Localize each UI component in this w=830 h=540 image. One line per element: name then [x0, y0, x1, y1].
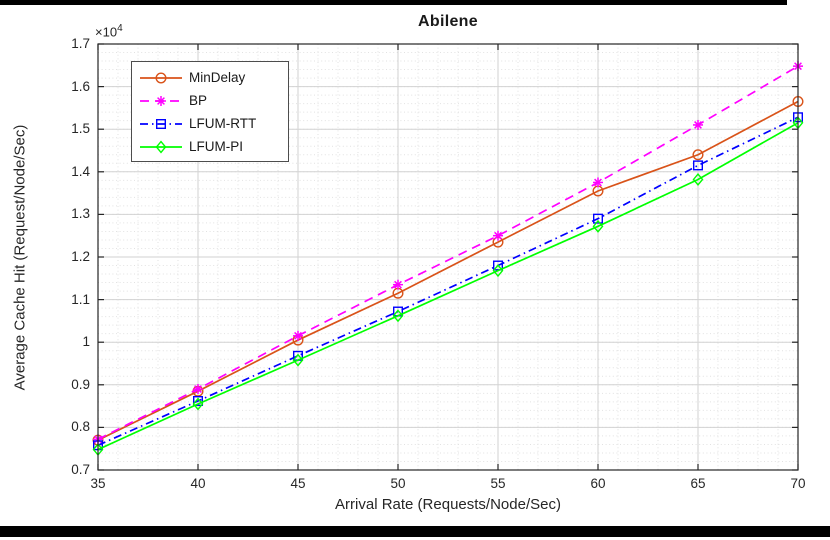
y-tick-label-1.3: 1.3 — [71, 206, 90, 222]
x-tick-label-45: 45 — [290, 476, 306, 491]
series-LFUM-RTT — [92, 112, 804, 451]
series-LFUM-PI — [92, 116, 804, 457]
legend-item-MinDelay: MinDelay — [132, 66, 288, 89]
y-tick-label-1.4: 1.4 — [71, 163, 90, 179]
legend-label-LFUM-RTT: LFUM-RTT — [189, 116, 257, 131]
window-top-edge — [0, 0, 787, 5]
legend-sample-circle-icon — [140, 71, 182, 84]
y-tick-label-1.5: 1.5 — [71, 121, 90, 137]
x-tick-label-70: 70 — [790, 476, 806, 491]
chart-title: Abilene — [418, 13, 478, 30]
x-tick-label-35: 35 — [90, 476, 106, 491]
y-tick-label-0.8: 0.8 — [71, 419, 90, 435]
legend-label-LFUM-PI: LFUM-PI — [189, 139, 243, 154]
x-tick-label-55: 55 — [490, 476, 506, 491]
y-axis-multiplier-base: ×10 — [95, 24, 118, 40]
x-tick-label-65: 65 — [690, 476, 706, 491]
legend-sample-asterisk-icon — [140, 95, 182, 106]
legend-item-BP: BP — [132, 89, 288, 112]
legend-item-LFUM-RTT: LFUM-RTT — [132, 112, 288, 135]
y-tick-label-1.1: 1.1 — [71, 291, 90, 307]
y-tick-label-0.7: 0.7 — [71, 462, 90, 477]
legend-label-BP: BP — [189, 93, 208, 108]
x-tick-label-60: 60 — [590, 476, 606, 491]
y-tick-label-1.7: 1.7 — [71, 36, 90, 51]
axis-ticks — [97, 43, 799, 471]
y-axis-multiplier: ×104 — [95, 23, 123, 39]
x-tick-label-50: 50 — [390, 476, 406, 491]
y-tick-label-1.6: 1.6 — [71, 78, 90, 94]
y-tick-label-1.2: 1.2 — [71, 249, 90, 264]
legend-sample-square-icon — [140, 118, 182, 129]
y-axis-multiplier-exponent: 4 — [117, 23, 123, 34]
legend: MinDelay BP LFUM-RTT LFUM-PI — [131, 61, 289, 162]
legend-sample-diamond-icon — [140, 140, 182, 153]
x-tick-label-40: 40 — [190, 476, 206, 491]
legend-label-MinDelay: MinDelay — [189, 70, 246, 85]
x-axis-label: Arrival Rate (Requests/Node/Sec) — [335, 496, 561, 513]
y-tick-label-0.9: 0.9 — [71, 376, 90, 392]
y-tick-label-1: 1 — [82, 334, 90, 350]
legend-item-LFUM-PI: LFUM-PI — [132, 135, 288, 158]
window-bottom-edge — [0, 526, 830, 537]
